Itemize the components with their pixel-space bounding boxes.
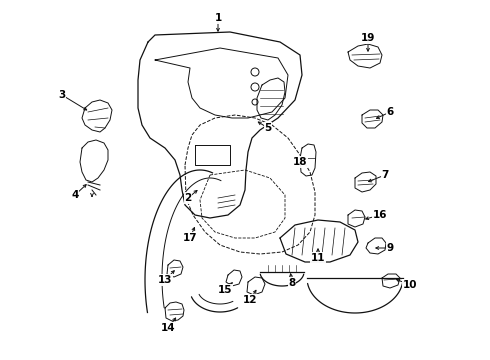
Text: 12: 12	[243, 295, 257, 305]
Text: 3: 3	[58, 90, 66, 100]
Text: 5: 5	[265, 123, 271, 133]
Text: 15: 15	[218, 285, 232, 295]
Text: 9: 9	[387, 243, 393, 253]
Text: 8: 8	[289, 278, 295, 288]
Text: 17: 17	[183, 233, 197, 243]
Text: 6: 6	[387, 107, 393, 117]
Text: 2: 2	[184, 193, 192, 203]
Text: 16: 16	[373, 210, 387, 220]
Text: 13: 13	[158, 275, 172, 285]
Text: 11: 11	[311, 253, 325, 263]
Text: 19: 19	[361, 33, 375, 43]
Text: 4: 4	[72, 190, 79, 200]
Text: 14: 14	[161, 323, 175, 333]
Text: 7: 7	[381, 170, 389, 180]
Text: 1: 1	[215, 13, 221, 23]
Text: 18: 18	[293, 157, 307, 167]
Text: 10: 10	[403, 280, 417, 290]
